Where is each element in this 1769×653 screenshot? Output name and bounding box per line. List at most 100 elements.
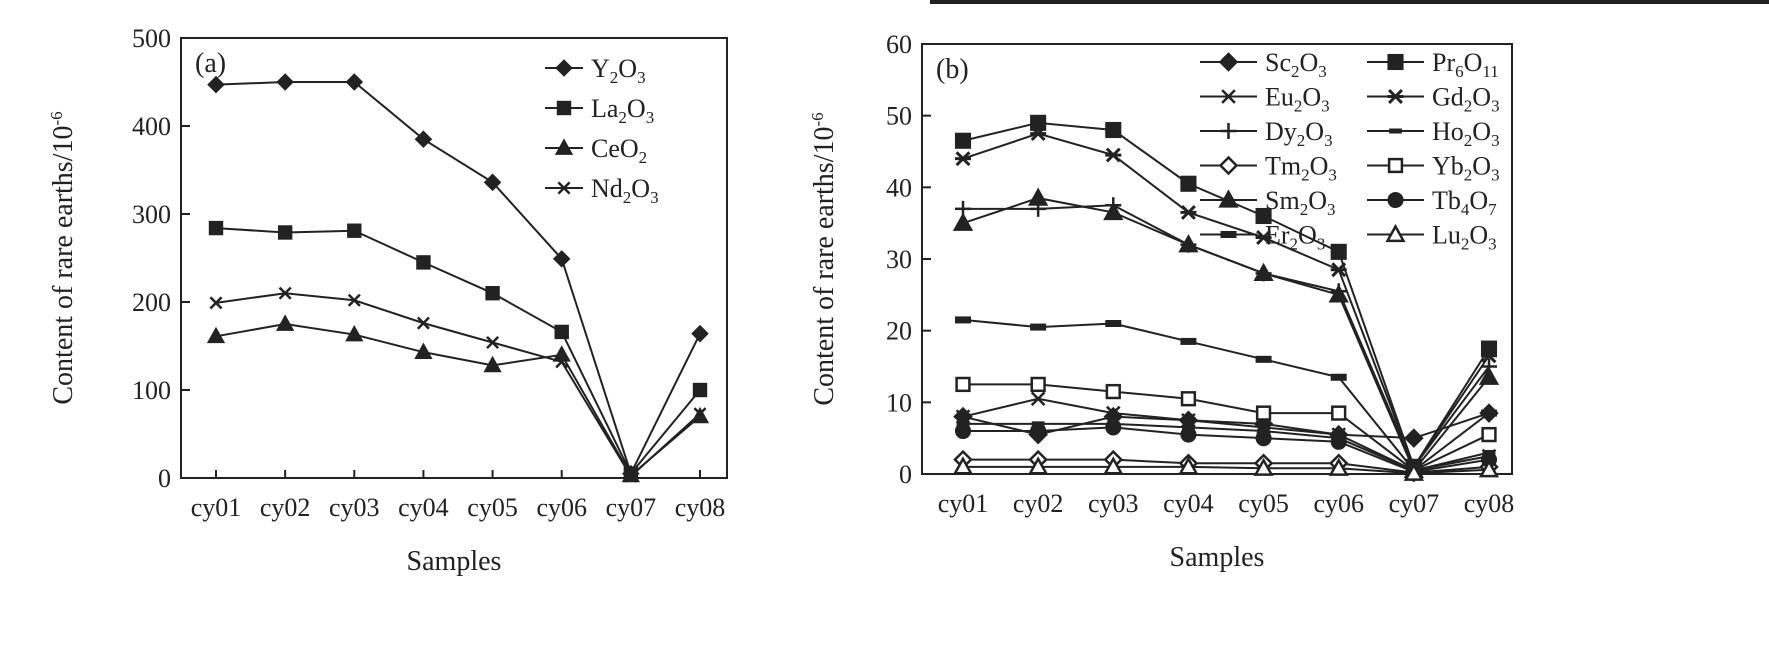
chart2-legend-marker <box>1389 128 1402 134</box>
chart1-point-La2O3 <box>347 223 362 238</box>
chart2-point-Gd2O3 <box>1330 262 1347 278</box>
chart1-xtick-label: cy03 <box>329 493 380 522</box>
chart2-point-Yb2O3 <box>1180 391 1197 407</box>
chart2-legend-label: Pr6O11 <box>1432 48 1499 81</box>
chart2-ytick-label: 20 <box>886 317 912 346</box>
chart2-xtick-label: cy01 <box>938 489 989 518</box>
chart2-point-Gd2O3 <box>1105 147 1122 163</box>
chart2-point-Sm2O3 <box>1103 201 1124 221</box>
chart2-legend-label: Eu2O3 <box>1265 83 1330 116</box>
chart1-ytick-label: 300 <box>132 200 171 229</box>
chart1-legend-label: Nd2O3 <box>591 174 659 207</box>
chart1-point-La2O3 <box>208 220 224 236</box>
chart2-point-Lu2O3 <box>1403 462 1424 481</box>
chart2-point-Er2O3 <box>1330 373 1347 381</box>
chart2-point-Tb4O7 <box>1030 422 1047 440</box>
chart1-series-line-Y2O3 <box>215 81 701 477</box>
chart2-point-Tb4O7 <box>1180 426 1197 443</box>
chart2-point-Pr6O11 <box>1480 340 1498 357</box>
chart1-legend-label: La2O3 <box>591 94 654 127</box>
chart1-ytick-label: 100 <box>132 376 171 405</box>
chart1-ytick-label: 400 <box>132 112 171 141</box>
chart2-point-Lu2O3 <box>1328 457 1349 476</box>
chart2-point-Pr6O11 <box>1255 207 1272 225</box>
chart2-ytick-label: 60 <box>886 30 912 59</box>
chart1-point-Nd2O3 <box>278 286 292 300</box>
chart2-ytick-label: 0 <box>899 460 912 489</box>
chart2-point-Pr6O11 <box>1105 121 1122 139</box>
chart2-series-line-Tb4O7 <box>963 426 1490 473</box>
chart2-series-line-Tm2O3 <box>963 458 1490 474</box>
chart2-xtick-label: cy02 <box>1013 489 1064 518</box>
chart1-xtick-label: cy05 <box>467 493 518 522</box>
chart2-series-line-Ho2O3 <box>963 422 1490 472</box>
chart2-point-Lu2O3 <box>952 456 974 475</box>
chart2-point-Gd2O3 <box>955 151 971 167</box>
chart2-point-Eu2O3 <box>1181 412 1196 428</box>
chart2-series-line-Sm2O3 <box>962 197 1490 473</box>
chart1-point-Y2O3 <box>345 73 364 91</box>
chart2-x-axis-label: Samples <box>1170 542 1265 573</box>
chart2-point-Sm2O3 <box>1178 234 1199 253</box>
chart1-point-CeO2 <box>483 355 502 373</box>
chart2-legend-marker <box>1387 157 1404 174</box>
chart2-legend-label: Lu2O3 <box>1432 221 1497 254</box>
chart2-point-Lu2O3 <box>1178 456 1199 475</box>
chart1-point-La2O3 <box>485 286 500 301</box>
chart2-point-Sm2O3 <box>952 212 974 231</box>
chart2-point-Er2O3 <box>955 316 971 324</box>
chart2-point-Er2O3 <box>1180 337 1197 345</box>
chart1-legend-label: Y2O3 <box>591 54 646 87</box>
chart1-series-line-Nd2O3 <box>215 292 701 478</box>
chart1-point-Y2O3 <box>414 130 433 148</box>
chart2-point-Lu2O3 <box>1028 456 1049 475</box>
chart2-point-Sm2O3 <box>1478 366 1500 385</box>
chart2-point-Yb2O3 <box>1105 383 1121 400</box>
chart2-xtick-label: cy04 <box>1163 489 1214 518</box>
chart2-xtick-label: cy08 <box>1464 489 1515 518</box>
chart1-xtick-label: cy08 <box>675 493 726 522</box>
chart1-point-CeO2 <box>690 406 710 424</box>
chart2-point-Er2O3 <box>1030 323 1047 331</box>
chart1-xtick-label: cy01 <box>191 493 242 522</box>
chart1-point-La2O3 <box>416 255 431 270</box>
chart1-point-CeO2 <box>206 326 226 344</box>
chart2-legend-marker <box>1218 155 1239 176</box>
chart1-x-axis-label: Samples <box>407 546 502 577</box>
chart1-xtick-label: cy04 <box>398 493 449 522</box>
chart1-point-Nd2O3 <box>416 316 430 330</box>
chart2-panel-label: (b) <box>936 54 969 85</box>
chart2-series-line-Yb2O3 <box>963 383 1490 472</box>
chart2-plot-frame <box>921 43 1513 475</box>
chart1-ytick-label: 500 <box>132 24 171 53</box>
chart2-point-Yb2O3 <box>955 376 971 393</box>
chart1-legend-marker <box>556 100 572 116</box>
chart2-xtick-label: cy06 <box>1313 489 1364 518</box>
chart2-ytick-label: 30 <box>886 245 912 274</box>
chart2-point-Pr6O11 <box>954 132 972 149</box>
chart2-point-Pr6O11 <box>1180 175 1197 192</box>
chart2-point-Sc2O3 <box>1404 428 1424 448</box>
chart2-series-line-Gd2O3 <box>962 132 1490 469</box>
chart2-legend-marker <box>1218 52 1239 72</box>
chart1-plot-frame <box>180 37 728 479</box>
chart1-point-Nd2O3 <box>624 469 638 483</box>
chart1-xtick-label: cy07 <box>606 493 657 522</box>
chart2-point-Yb2O3 <box>1481 426 1497 443</box>
chart2-point-Gd2O3 <box>1030 126 1047 142</box>
chart2-legend-label: Ho2O3 <box>1432 117 1500 150</box>
chart2-ytick-label: 40 <box>886 173 912 202</box>
chart1-series-line-CeO2 <box>215 322 701 477</box>
chart2-point-Eu2O3 <box>955 409 971 424</box>
chart2-legend-label: Sc2O3 <box>1265 48 1327 81</box>
chart2-legend-marker <box>1220 123 1237 139</box>
chart2-point-Lu2O3 <box>1253 457 1274 476</box>
chart1-legend-label: CeO2 <box>591 134 647 167</box>
chart2-point-Er2O3 <box>1255 355 1272 363</box>
chart2-point-Lu2O3 <box>1478 459 1500 478</box>
chart1-point-La2O3 <box>692 382 708 398</box>
chart1-ytick-label: 0 <box>158 464 171 493</box>
chart2-point-Tb4O7 <box>1330 433 1347 450</box>
chart1-point-La2O3 <box>554 324 569 340</box>
chart1-point-Y2O3 <box>552 250 571 268</box>
